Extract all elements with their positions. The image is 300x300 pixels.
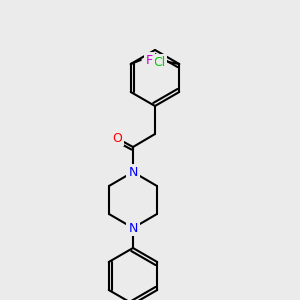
Text: F: F: [146, 53, 153, 67]
Text: O: O: [112, 131, 122, 145]
Text: N: N: [128, 166, 138, 178]
Text: Cl: Cl: [153, 56, 165, 68]
Text: N: N: [128, 221, 138, 235]
